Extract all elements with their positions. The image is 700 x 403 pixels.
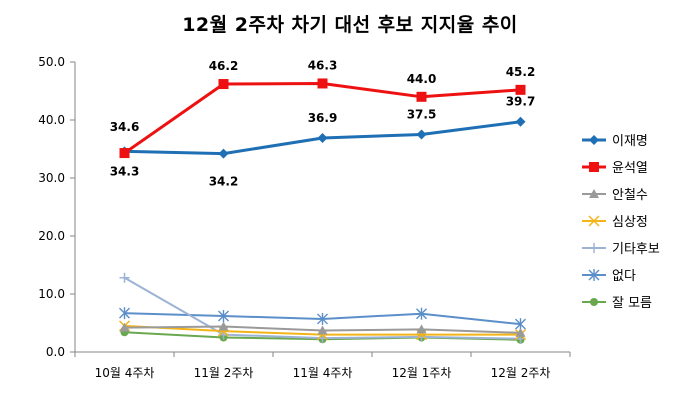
x-tick-label: 11월 2주차 (194, 366, 254, 380)
y-tick-label: 30.0 (38, 171, 65, 185)
data-label: 44.0 (407, 72, 437, 86)
data-point (515, 327, 526, 337)
legend-marker (588, 269, 600, 281)
legend-label: 기타후보 (612, 242, 660, 257)
data-point (416, 324, 427, 334)
x-tick-label: 11월 4주차 (293, 366, 353, 380)
data-point (119, 322, 130, 332)
legend-item: 없다 (582, 269, 636, 284)
legend-label: 윤석열 (612, 161, 648, 176)
data-label: 34.2 (209, 175, 239, 189)
legend-label: 안철수 (612, 188, 648, 203)
x-tick-label: 12월 1주차 (392, 366, 452, 380)
data-point (416, 307, 427, 320)
chart-title: 12월 2주차 차기 대선 후보 지지율 추이 (182, 14, 518, 36)
legend-label: 잘 모름 (612, 296, 652, 311)
data-point (515, 84, 526, 95)
legend-marker (590, 298, 598, 306)
data-point (119, 272, 130, 283)
series-3 (119, 321, 526, 337)
legend-item: 윤석열 (582, 161, 648, 176)
data-point (416, 91, 427, 102)
legend-marker (589, 162, 599, 172)
data-point (218, 321, 229, 331)
data-point (218, 79, 229, 90)
data-label: 45.2 (506, 65, 536, 79)
data-point (218, 148, 229, 159)
data-point (317, 312, 328, 325)
legend-item: 심상정 (582, 215, 648, 230)
series-2 (119, 78, 526, 159)
data-point (119, 307, 130, 320)
data-point (119, 148, 130, 159)
legend-marker (589, 189, 599, 198)
legend-label: 심상정 (612, 215, 648, 230)
legend-label: 없다 (612, 269, 636, 284)
legend-marker (589, 135, 599, 145)
data-point (317, 78, 328, 89)
x-tick-label: 10월 4주차 (95, 366, 155, 380)
series-4 (118, 320, 527, 341)
data-label: 36.9 (308, 111, 338, 125)
legend-item: 잘 모름 (582, 296, 652, 311)
y-tick-label: 10.0 (38, 287, 65, 301)
y-tick-label: 50.0 (38, 55, 65, 69)
data-point (317, 132, 328, 143)
data-label: 34.6 (110, 120, 140, 134)
data-point (317, 325, 328, 335)
legend-item: 안철수 (582, 188, 648, 203)
legend-marker (588, 215, 600, 227)
y-tick-label: 0.0 (46, 345, 65, 359)
data-label: 39.7 (506, 95, 536, 109)
data-label: 46.3 (308, 58, 338, 72)
data-point (218, 310, 229, 323)
legend-label: 이재명 (612, 134, 648, 149)
legend-marker (589, 243, 599, 253)
data-point (416, 129, 427, 140)
legend-item: 기타후보 (582, 242, 660, 257)
data-label: 37.5 (407, 108, 437, 122)
x-tick-label: 12월 2주차 (491, 366, 551, 380)
y-tick-label: 40.0 (38, 113, 65, 127)
data-point (416, 331, 427, 342)
data-label: 34.3 (110, 164, 140, 178)
data-label: 46.2 (209, 59, 239, 73)
data-point (515, 116, 526, 127)
legend-item: 이재명 (582, 134, 648, 149)
y-tick-label: 20.0 (38, 229, 65, 243)
